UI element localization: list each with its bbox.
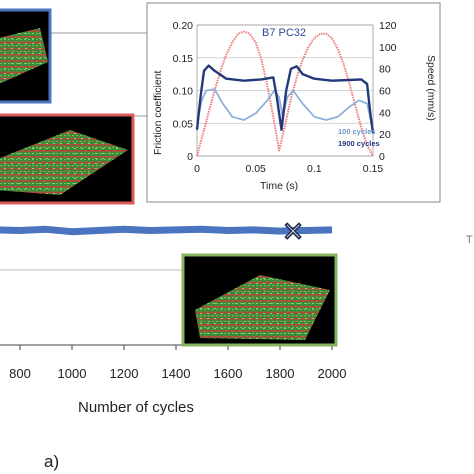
- inset-ytick-left: 0.15: [173, 53, 194, 65]
- inset-ytick-right: 60: [379, 86, 391, 98]
- main-series-line-0: [0, 225, 333, 236]
- inset-series-1900-cycles: [195, 64, 375, 134]
- x-tick-label: 1800: [266, 366, 295, 381]
- inset-ytick-right: 80: [379, 64, 391, 76]
- inset-title: B7 PC32: [262, 27, 306, 39]
- x-tick-label: 2000: [318, 366, 347, 381]
- inset-chart: 0 0.05 0.10 0.15 0.20 0 20 40 60 80 100 120 0 0.05 0…: [146, 2, 441, 203]
- inset-plot-area: [196, 24, 374, 157]
- inset-ytick-right: 40: [379, 107, 391, 119]
- inset-ytick-right: 120: [379, 20, 397, 32]
- inset-ytick-left: 0: [187, 151, 193, 163]
- x-tick-label: 1200: [110, 366, 139, 381]
- inset-ylabel-left: Friction coefficient: [152, 70, 164, 155]
- main-chart: 800 1000 1200 1400 1600 1800 2000 Number of cy…: [0, 225, 347, 416]
- edge-text-fragment: T: [466, 234, 473, 246]
- x-tick-label: 1000: [58, 366, 87, 381]
- inset-ytick-left: 0.20: [173, 20, 194, 32]
- surface-topography-3: [181, 253, 338, 347]
- end-marker: ×: [283, 213, 303, 251]
- inset-ytick-left: 0.10: [173, 86, 194, 98]
- panel-label: a): [44, 452, 59, 471]
- inset-series-100-cycles: [196, 88, 374, 130]
- surface-topography-1: [0, 8, 52, 104]
- x-axis-title: Number of cycles: [78, 399, 194, 416]
- inset-ytick-left: 0.05: [173, 118, 194, 130]
- inset-ytick-right: 0: [379, 151, 385, 163]
- inset-ylabel-right: Speed (mm/s): [425, 55, 437, 121]
- inset-xtick: 0.15: [363, 163, 384, 175]
- inset-frame: [146, 2, 441, 203]
- inset-xlabel: Time (s): [260, 180, 298, 192]
- x-tick-label: 800: [9, 366, 31, 381]
- x-tick-label: 1400: [162, 366, 191, 381]
- inset-xtick: 0.1: [307, 163, 322, 175]
- inset-ytick-right: 20: [379, 129, 391, 141]
- legend-100-cycles: 100 cycles: [338, 127, 376, 136]
- legend-1900-cycles: 1900 cycles: [338, 139, 380, 148]
- inset-xtick: 0.05: [245, 163, 266, 175]
- x-tick-label: 1600: [214, 366, 243, 381]
- inset-ytick-right: 100: [379, 42, 397, 54]
- inset-series-speed: [196, 30, 374, 157]
- surface-topography-2: [0, 113, 135, 205]
- inset-xtick: 0: [194, 163, 200, 175]
